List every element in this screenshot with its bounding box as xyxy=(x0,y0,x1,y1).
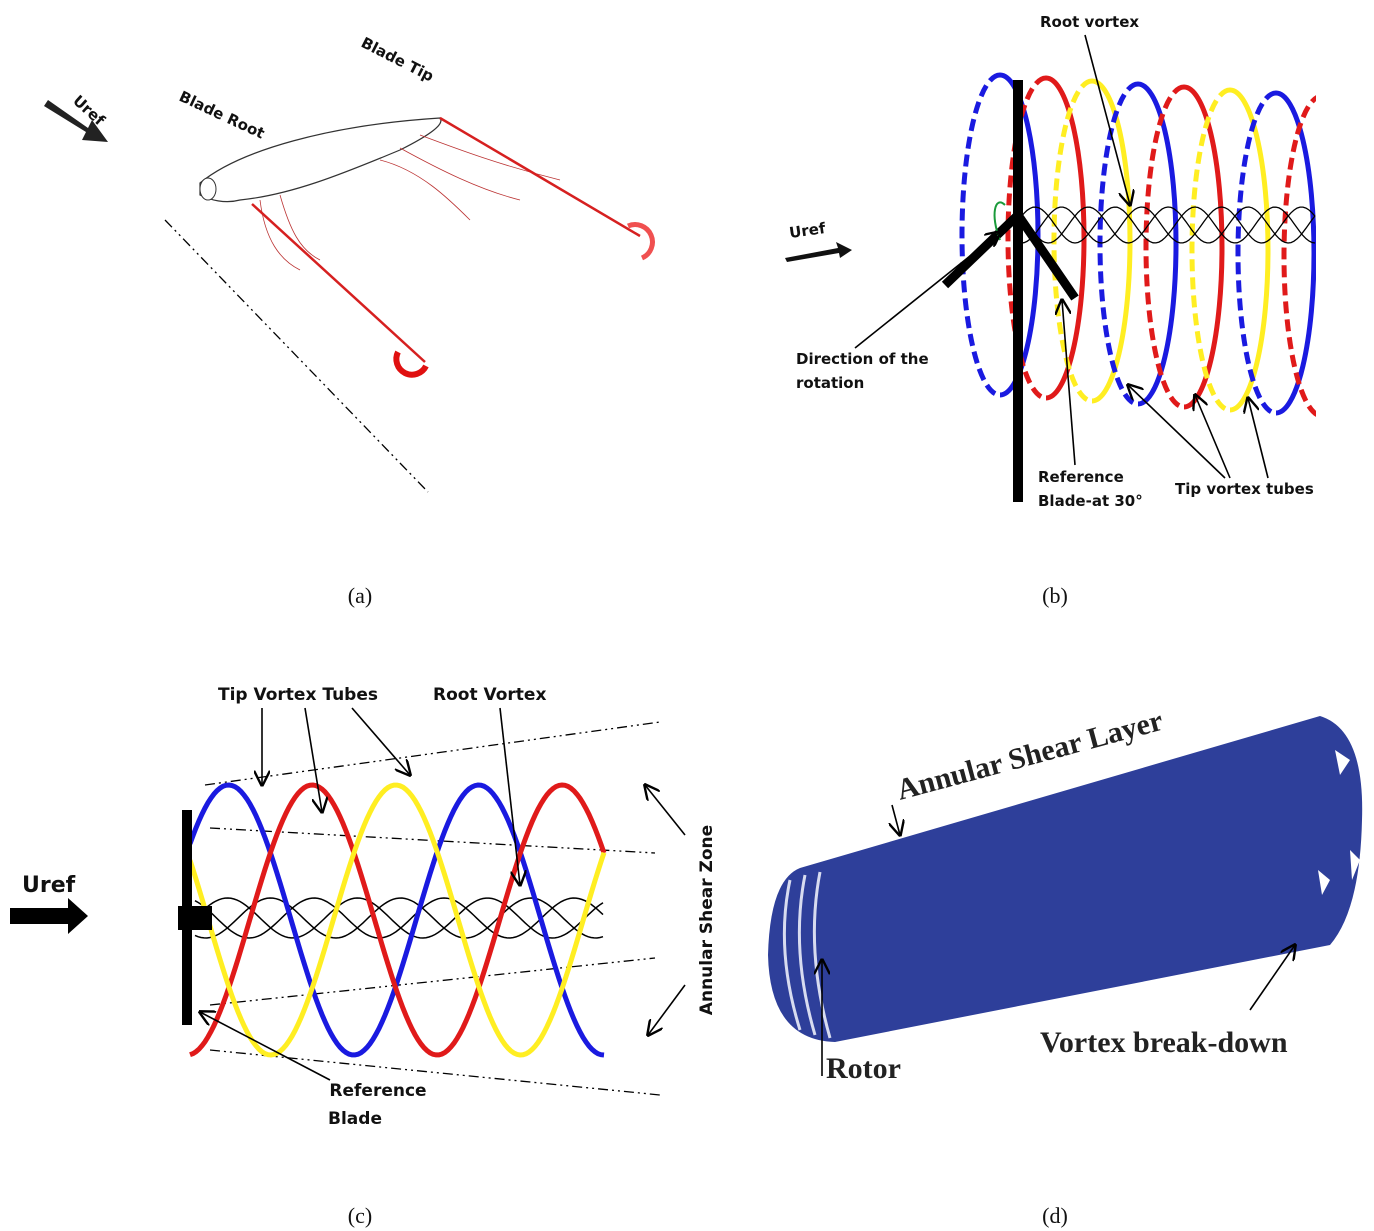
pointer xyxy=(855,232,1000,348)
pointer xyxy=(892,805,900,835)
reference-blade-label: Reference xyxy=(1038,468,1124,486)
rotation-label: rotation xyxy=(796,374,864,392)
blade-tip-label: Blade Tip xyxy=(358,34,437,86)
tip-vortex-label: Tip vortex tubes xyxy=(1175,480,1314,498)
pointer xyxy=(645,785,685,835)
panel-d: Annular Shear Layer Rotor Vortex break-d… xyxy=(768,704,1362,1228)
axis-line xyxy=(165,220,428,492)
shear-line xyxy=(210,958,655,1005)
pointer xyxy=(352,708,410,775)
flow-arrow xyxy=(785,242,852,262)
wake-cylinder xyxy=(768,716,1362,1042)
pointer xyxy=(1248,398,1268,478)
reference-blade-label: Blade xyxy=(328,1109,382,1129)
caption: (a) xyxy=(348,583,372,608)
pointer xyxy=(500,708,520,885)
tower xyxy=(1013,80,1023,502)
flow-label: Uref xyxy=(22,873,76,898)
root-vortex-label: Root Vortex xyxy=(433,685,546,705)
caption: (d) xyxy=(1042,1203,1068,1228)
flow-label: Uref xyxy=(788,219,827,242)
reference-blade-label: Reference xyxy=(329,1081,426,1101)
pointer xyxy=(1085,35,1130,205)
rotation-arrow xyxy=(396,352,426,375)
vortex-waves xyxy=(190,785,604,1055)
flow-arrow xyxy=(10,898,88,934)
panel-c: Uref Tip Vortex Tubes Root Vortex Annula… xyxy=(10,685,717,1228)
shear-zone-label: Annular Shear Zone xyxy=(697,825,717,1015)
figure: Uref Blade Root Blade Tip (a) Uref Root … xyxy=(0,0,1374,1231)
hub xyxy=(178,906,212,930)
blade-hub xyxy=(200,178,216,200)
rotation-label: Direction of the xyxy=(796,350,929,368)
caption: (b) xyxy=(1042,583,1068,608)
tip-vortex-label: Tip Vortex Tubes xyxy=(218,685,378,705)
panel-b: Uref Root vortex Direction of the rotati… xyxy=(785,13,1360,608)
pointer xyxy=(305,708,322,812)
rotation-arrow xyxy=(628,225,652,258)
rotor-label: Rotor xyxy=(826,1052,901,1085)
root-vortex-line xyxy=(252,204,425,362)
caption: (c) xyxy=(348,1203,372,1228)
breakdown-label: Vortex break-down xyxy=(1040,1026,1288,1059)
pointer xyxy=(648,985,685,1035)
root-vortex-label: Root vortex xyxy=(1040,13,1139,31)
vortex-front xyxy=(1322,96,1360,416)
pointer xyxy=(200,1012,330,1080)
reference-blade-label: Blade-at 30° xyxy=(1038,492,1143,510)
tip-vortex-line xyxy=(440,118,640,236)
shear-line xyxy=(205,722,660,785)
panel-a: Uref Blade Root Blade Tip (a) xyxy=(44,34,652,608)
blade-root-label: Blade Root xyxy=(176,87,267,142)
